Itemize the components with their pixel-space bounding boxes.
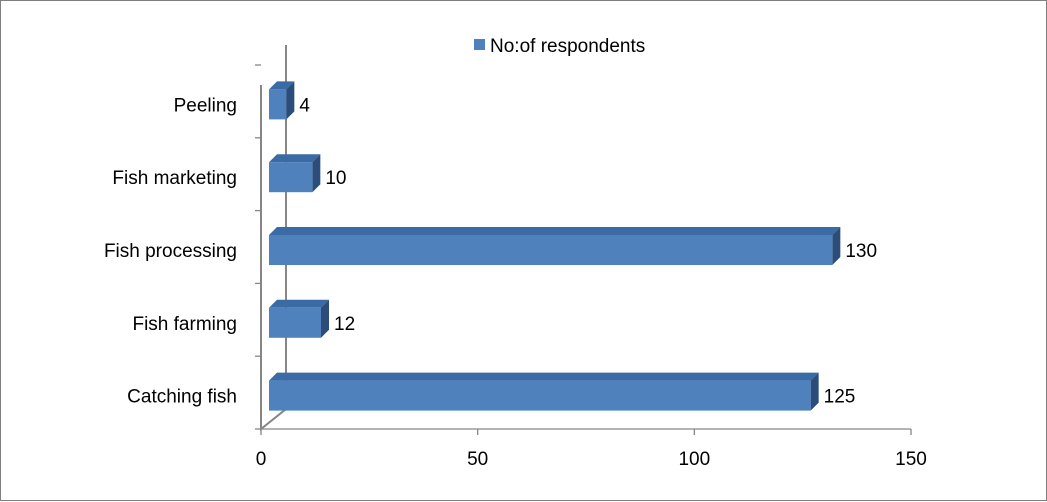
category-label-fish-marketing: Fish marketing	[112, 168, 237, 189]
x-tick-label-150: 150	[895, 449, 927, 470]
chart-legend: No:of respondents	[474, 36, 645, 57]
bar-fish-marketing	[269, 154, 321, 193]
x-tick-label-50: 50	[467, 449, 488, 470]
bar-front-fish-marketing	[269, 162, 313, 193]
bar-front-fish-processing	[269, 235, 833, 265]
bar-front-fish-farming	[269, 307, 321, 338]
category-label-fish-processing: Fish processing	[104, 241, 237, 262]
chart-labels: Catching fish 125 Fish farming 12 Fish proce…	[104, 95, 877, 407]
x-tick-label-100: 100	[678, 449, 710, 470]
bar-fish-processing	[269, 227, 841, 265]
legend-swatch	[474, 39, 485, 50]
bar-side-catching-fish	[810, 372, 819, 411]
chart-axes: 0 50 100 150	[255, 45, 927, 470]
x-tick-label-0: 0	[256, 449, 267, 470]
bar-top-catching-fish	[269, 372, 819, 381]
bar-top-fish-farming	[269, 299, 329, 308]
legend-label: No:of respondents	[490, 36, 645, 57]
value-label-fish-processing: 130	[845, 241, 877, 262]
value-label-fish-farming: 12	[334, 314, 355, 335]
category-label-fish-farming: Fish farming	[132, 314, 237, 335]
bar-peeling	[269, 81, 295, 120]
value-label-peeling: 4	[299, 95, 310, 116]
category-label-catching-fish: Catching fish	[127, 387, 237, 408]
bar-side-fish-marketing	[312, 154, 321, 193]
bar-front-peeling	[269, 89, 287, 120]
bar-fish-farming	[269, 299, 329, 338]
category-label-peeling: Peeling	[174, 95, 237, 116]
value-label-fish-marketing: 10	[325, 168, 346, 189]
bar-top-fish-marketing	[269, 154, 321, 163]
bar-front-catching-fish	[269, 380, 811, 411]
bar-side-peeling	[286, 81, 295, 120]
bar-side-fish-farming	[321, 299, 329, 338]
bar-catching-fish	[269, 372, 819, 411]
bar-top-peeling	[269, 81, 295, 90]
value-label-catching-fish: 125	[824, 387, 856, 408]
bar-side-fish-processing	[832, 227, 841, 265]
bar-top-fish-processing	[269, 227, 841, 235]
chart-bars	[269, 81, 841, 411]
